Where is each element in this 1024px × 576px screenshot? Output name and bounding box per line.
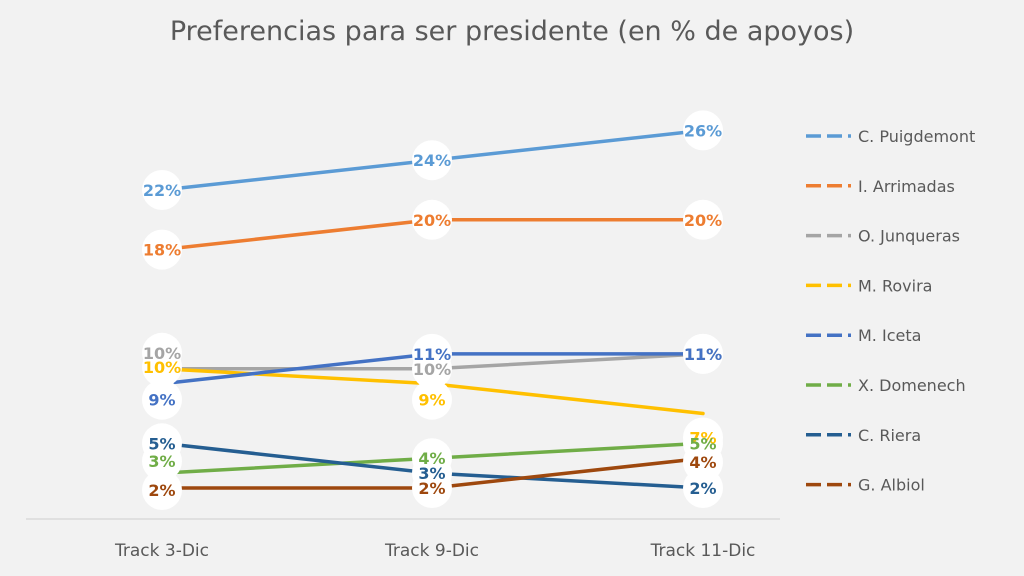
data-label-bubble — [142, 229, 182, 270]
data-label-bubble — [142, 170, 182, 210]
data-label: 4% — [689, 453, 716, 472]
legend-entry: C. Riera — [858, 426, 921, 445]
data-label: 11% — [413, 345, 451, 364]
data-label-bubble — [142, 470, 182, 510]
series-lines — [160, 128, 705, 490]
data-label: 5% — [148, 434, 175, 453]
legend-entry: X. Domenech — [858, 376, 966, 395]
chart-title: Preferencias para ser presidente (en % d… — [170, 16, 854, 47]
data-label: 11% — [684, 345, 722, 364]
legend-entry: C. Puigdemont — [858, 127, 975, 146]
legend-entry: G. Albiol — [858, 476, 925, 495]
data-label: 2% — [689, 479, 716, 498]
data-label-bubble — [412, 468, 452, 508]
data-label: 2% — [418, 479, 445, 498]
data-label-bubble — [683, 442, 723, 483]
x-axis: Track 3-Dic Track 9-Dic Track 11-Dic — [26, 518, 780, 561]
data-label: 9% — [418, 391, 445, 410]
data-label: 10% — [413, 360, 451, 379]
x-tick-label: Track 9-Dic — [384, 541, 479, 561]
x-tick-label: Track 11-Dic — [650, 541, 756, 561]
data-labels: 22%24%26%18%20% 20%10%10%11%10%9%7%9%11% 1… — [142, 110, 723, 510]
data-label: 10% — [143, 344, 181, 363]
data-label: 5% — [689, 434, 716, 453]
data-label-bubble — [683, 110, 723, 151]
data-label: 18% — [143, 241, 181, 260]
data-label: 20% — [684, 211, 722, 230]
data-label: 10% — [143, 358, 181, 377]
data-label-bubble — [412, 199, 452, 240]
data-label: 3% — [148, 452, 175, 471]
data-label-bubble — [142, 346, 182, 387]
data-label-bubble — [142, 423, 182, 464]
data-label: 22% — [143, 181, 181, 200]
data-label-bubble — [683, 333, 723, 374]
legend-entry: O. Junqueras — [858, 227, 960, 246]
data-label-bubble — [412, 140, 452, 181]
legend-entry: M. Iceta — [858, 326, 921, 345]
x-tick-label: Track 3-Dic — [114, 541, 209, 561]
data-label: 26% — [684, 121, 722, 140]
legend: C. Puigdemont I. Arrimadas O. Junqueras M. … — [806, 127, 975, 495]
data-label: 4% — [418, 449, 445, 468]
data-label-bubble — [412, 333, 452, 374]
data-label: 11% — [684, 345, 722, 364]
data-label: 24% — [413, 151, 451, 170]
data-label: 9% — [148, 391, 175, 410]
data-label: 3% — [418, 464, 445, 483]
data-label: 7% — [689, 429, 716, 448]
data-label: 20% — [413, 211, 451, 230]
data-label: 2% — [148, 481, 175, 500]
data-label-bubble — [412, 379, 452, 420]
data-label-bubble — [683, 199, 723, 240]
legend-entry: I. Arrimadas — [858, 177, 955, 196]
legend-entry: M. Rovira — [858, 276, 932, 295]
data-label-bubble — [142, 379, 182, 420]
